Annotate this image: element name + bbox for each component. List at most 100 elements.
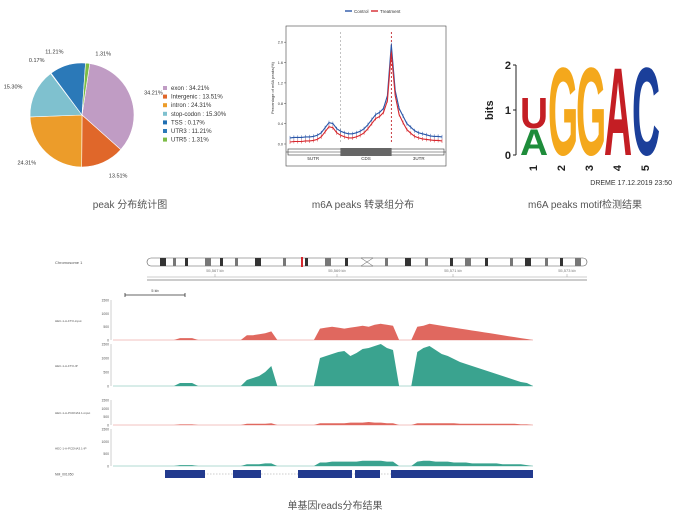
- legend-entry: UTR3 : 11.21%: [171, 129, 212, 135]
- track-tick-label: 1000: [101, 440, 109, 444]
- pie-slice-stop-codon: [29, 73, 83, 118]
- track-tick-label: 0: [107, 424, 109, 428]
- motif-letter-group: G: [576, 42, 606, 182]
- ruler-label: 55,569 kb: [328, 268, 346, 273]
- pie-panel: 34.21% 13.51% 24.31% 15.30% 0.17% 11.21% 1.31%…: [0, 0, 250, 200]
- legend-entry: stop-codon : 15.30%: [171, 112, 227, 118]
- chromosome-label: Chromosome 1: [55, 260, 83, 265]
- chromosome-band: [405, 258, 411, 266]
- pie-value-label: 34.21%: [144, 91, 163, 97]
- legend-entry: TSS : 0.17%: [171, 120, 205, 126]
- motif-letter-group: A: [520, 122, 548, 164]
- chromosome-band: [525, 258, 531, 266]
- chromosome-band: [255, 258, 261, 266]
- region-label: 5UTR: [307, 156, 320, 161]
- track-tick-label: 500: [103, 415, 109, 419]
- region-label: 3UTR: [413, 156, 426, 161]
- track-area: [113, 323, 533, 340]
- track-tick-label: 0: [107, 339, 109, 343]
- metagene-panel: Control Treatment 0.0 0.4 0.8 1.2 1.6 2.0 Percen…: [268, 0, 458, 185]
- position-label: 3: [584, 165, 596, 171]
- motif-letter-group: A: [604, 42, 632, 182]
- legend-swatch: [163, 111, 167, 116]
- track-tick-label: 1500: [101, 299, 109, 303]
- metagene-caption: m6A peaks 转录组分布: [311, 200, 415, 211]
- motif-panel: 0 1 2 bits A U 1 G 2 G 3 A 4 C 5 DREME 17.12.2019 23:50: [480, 40, 677, 190]
- legend-swatch: [163, 103, 167, 108]
- track-tick-label: 1500: [101, 428, 109, 432]
- track-area: [113, 460, 533, 466]
- ruler-label: 55,567 kb: [206, 268, 224, 273]
- position-label: 2: [556, 165, 568, 171]
- position-label: 5: [640, 165, 652, 171]
- cds-box: [340, 148, 392, 156]
- chromosome-band: [205, 258, 211, 266]
- centromere: [360, 257, 374, 267]
- region-label: CDS: [361, 156, 371, 161]
- legend-entry: Intergenic : 13.51%: [171, 95, 223, 101]
- legend-swatch: [163, 94, 167, 99]
- track-tick-label: 1000: [101, 407, 109, 411]
- reads-tracks: Chromosome 1 55,567 kb 55,569 kb 55,571 kb 5…: [55, 257, 588, 478]
- y-tick-label: 0.8: [278, 102, 283, 106]
- chromosome-band: [173, 258, 176, 266]
- legend-label-treatment: Treatment: [380, 9, 401, 14]
- locus-marker: [301, 257, 303, 267]
- motif-letter-group: G: [548, 42, 578, 182]
- pie-chart: 34.21% 13.51% 24.31% 15.30% 0.17%11.21% 1.31%…: [4, 50, 227, 180]
- chromosome-band: [160, 258, 166, 266]
- track-name: HEC-1-A-FTO-IP: [55, 364, 78, 368]
- series-line-control: [289, 44, 443, 139]
- chromosome-band: [305, 258, 308, 266]
- y-tick-label: 0.4: [278, 122, 283, 126]
- ruler-band: [147, 279, 587, 281]
- gene-exon: [391, 470, 533, 478]
- y-tick-label: 0.0: [278, 143, 283, 147]
- tracks-panel: Chromosome 1 55,567 kb 55,569 kb 55,571 kb 5…: [55, 252, 615, 487]
- motif-letter-g: G: [576, 42, 606, 182]
- y-tick-label: 1: [505, 105, 511, 117]
- gene-name: NM_001050: [55, 473, 74, 477]
- motif-letter-group: C: [632, 42, 660, 182]
- chromosome-band: [510, 258, 513, 266]
- chromosome-band: [450, 258, 453, 266]
- chromosome-band: [220, 258, 223, 266]
- gene-exon: [298, 470, 352, 478]
- track-tick-label: 1500: [101, 399, 109, 403]
- pie-value-label: 15.30%: [4, 85, 23, 91]
- ruler-label: 55,571 kb: [444, 268, 462, 273]
- position-label: 1: [528, 165, 540, 171]
- motif-letter-group: U: [520, 89, 548, 138]
- chromosome-band: [185, 258, 188, 266]
- tracks-caption: 单基因reads分布结果: [287, 501, 383, 512]
- track-area: [113, 422, 533, 425]
- pie-value-label: 0.17%: [29, 58, 45, 64]
- chromosome-band: [345, 258, 348, 266]
- motif-letter-u: U: [520, 89, 548, 138]
- track-name: HEC-1-A-FTO-input: [55, 319, 82, 323]
- y-tick-label: 0: [505, 150, 511, 162]
- chromosome-band: [485, 258, 488, 266]
- pie-caption: peak 分布统计图: [92, 200, 168, 211]
- track-name: HEC-1-A-PCDNA3.1-input: [55, 411, 90, 415]
- gene-exon: [233, 470, 261, 478]
- pie-value-label: 11.21%: [45, 50, 63, 56]
- plot-frame: [285, 25, 447, 167]
- pie-value-label: 13.51%: [109, 173, 128, 179]
- scale-bar-label: 5 kb: [151, 289, 158, 293]
- track-tick-label: 1000: [101, 357, 109, 361]
- chromosome-band: [325, 258, 331, 266]
- motif-caption: m6A peaks motif检测结果: [528, 200, 642, 211]
- y-axis-label: Percentage of m6A peaks(%): [270, 61, 275, 114]
- chromosome-band: [465, 258, 471, 266]
- y-axis-label: bits: [484, 100, 496, 120]
- pie-value-label: 24.31%: [17, 160, 36, 166]
- legend-swatch: [163, 129, 167, 133]
- y-tick-label: 1.6: [278, 61, 283, 65]
- legend-entry: intron : 24.31%: [171, 103, 212, 109]
- gene-exon: [355, 470, 380, 478]
- chromosome-band: [560, 258, 563, 266]
- chromosome-band: [283, 258, 286, 266]
- track-tick-label: 1500: [101, 343, 109, 347]
